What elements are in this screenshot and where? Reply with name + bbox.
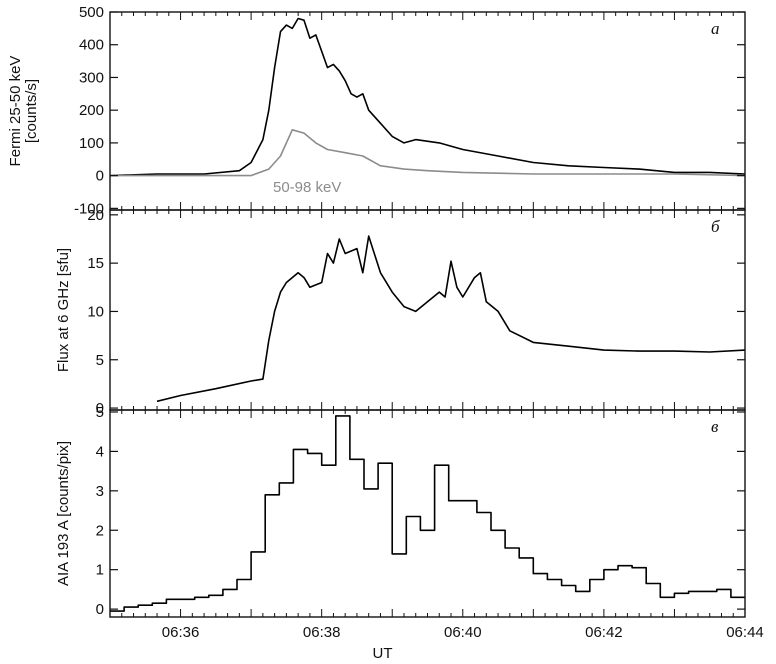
y-tick-label: 300 <box>79 69 104 86</box>
series-line-1-2 <box>110 129 746 177</box>
x-tick-label: 06:42 <box>585 624 623 641</box>
y-tick-label: 2 <box>96 522 104 539</box>
y-axis-label: Fermi 25-50 keV <box>7 56 24 167</box>
y-tick-label: 20 <box>87 207 104 224</box>
annotation-label: 50-98 keV <box>273 179 341 196</box>
y-tick-label: 0 <box>96 601 104 618</box>
x-tick-label: 06:36 <box>162 624 200 641</box>
y-axis-label: [counts/s] <box>23 79 40 143</box>
y-tick-label: 100 <box>79 135 104 152</box>
y-tick-label: 500 <box>79 4 104 21</box>
y-axis-label: AIA 193 A [counts/pix] <box>55 441 72 586</box>
y-tick-label: 3 <box>96 483 104 500</box>
panel-letter: a <box>711 19 720 38</box>
y-tick-label: -100 <box>74 200 104 217</box>
panel-frame-3 <box>109 409 746 618</box>
panel-frame-1 <box>109 11 746 211</box>
series-line-1-1 <box>109 17 746 177</box>
series-line-2-1 <box>156 235 746 403</box>
y-tick-label: 5 <box>96 404 104 421</box>
series-line-3-1 <box>110 415 745 612</box>
y-tick-label: 15 <box>87 255 104 272</box>
panel-letter: б <box>711 217 720 236</box>
y-tick-label: 200 <box>79 102 104 119</box>
panel-frame-2 <box>109 209 746 411</box>
y-tick-label: 4 <box>96 443 104 460</box>
y-tick-label: 1 <box>96 562 104 579</box>
panel-letter: в <box>711 417 719 436</box>
y-tick-label: 0 <box>96 400 104 417</box>
y-tick-label: 10 <box>87 303 104 320</box>
y-tick-label: 5 <box>96 352 104 369</box>
x-tick-label: 06:38 <box>303 624 341 641</box>
x-tick-label: 06:44 <box>726 624 764 641</box>
y-tick-label: 0 <box>96 168 104 185</box>
x-axis-label: UT <box>373 645 393 662</box>
y-tick-label: 400 <box>79 37 104 54</box>
x-tick-label: 06:40 <box>444 624 482 641</box>
y-axis-label: Flux at 6 GHz [sfu] <box>55 248 72 372</box>
